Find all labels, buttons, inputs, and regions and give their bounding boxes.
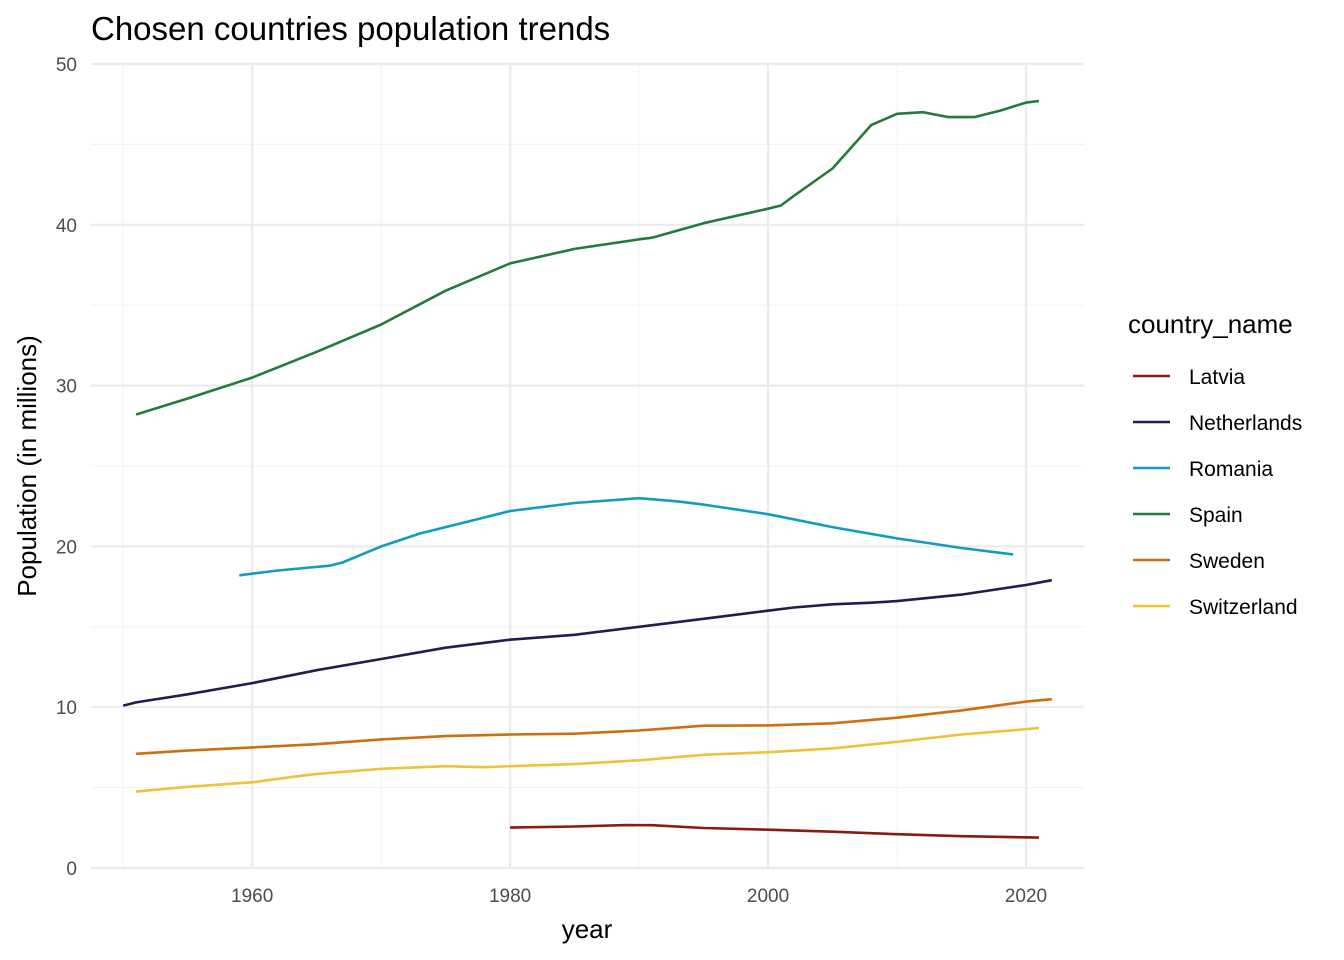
legend-label: Sweden	[1189, 550, 1265, 573]
plot-grid	[91, 62, 1084, 870]
legend-label: Switzerland	[1189, 596, 1298, 619]
x-tick-label: 2020	[1005, 886, 1047, 907]
legend-items: Latvia Netherlands Romania Spain Sweden Switz…	[1133, 366, 1302, 619]
y-tick-label: 0	[66, 859, 77, 880]
x-tick-label: 1980	[489, 886, 531, 907]
legend-label: Romania	[1189, 458, 1273, 481]
legend: country_name Latvia Netherlands Romania Spa…	[1128, 309, 1302, 619]
legend-item-latvia: Latvia	[1133, 366, 1245, 389]
y-tick-label: 20	[56, 537, 77, 558]
series-line-netherlands	[122, 578, 1053, 707]
y-tick-label: 30	[56, 377, 77, 398]
x-axis-title: year	[562, 914, 613, 944]
chart-title: Chosen countries population trends	[91, 10, 610, 47]
legend-item-spain: Spain	[1133, 504, 1243, 527]
legend-title: country_name	[1128, 309, 1293, 339]
y-tick-label: 50	[56, 55, 77, 76]
series-line-romania	[239, 496, 1014, 577]
legend-item-switzerland: Switzerland	[1133, 596, 1298, 619]
series-line-latvia	[510, 823, 1039, 839]
y-axis-tick-labels: 0 10 20 30 40 50	[56, 55, 77, 880]
legend-label: Netherlands	[1189, 412, 1302, 435]
legend-item-romania: Romania	[1133, 458, 1273, 481]
x-tick-label: 1960	[231, 886, 273, 907]
y-tick-label: 10	[56, 698, 77, 719]
y-axis-title: Population (in millions)	[12, 335, 42, 597]
series-line-switzerland	[135, 726, 1040, 793]
legend-item-sweden: Sweden	[1133, 550, 1265, 573]
legend-label: Spain	[1189, 504, 1243, 527]
x-axis-tick-labels: 1960 1980 2000 2020	[231, 886, 1047, 907]
series-line-spain	[135, 99, 1040, 416]
series-line-sweden	[136, 697, 1052, 756]
y-tick-label: 40	[56, 216, 77, 237]
legend-label: Latvia	[1189, 366, 1245, 389]
series-lines	[122, 99, 1053, 839]
legend-item-netherlands: Netherlands	[1133, 412, 1302, 435]
x-tick-label: 2000	[747, 886, 789, 907]
